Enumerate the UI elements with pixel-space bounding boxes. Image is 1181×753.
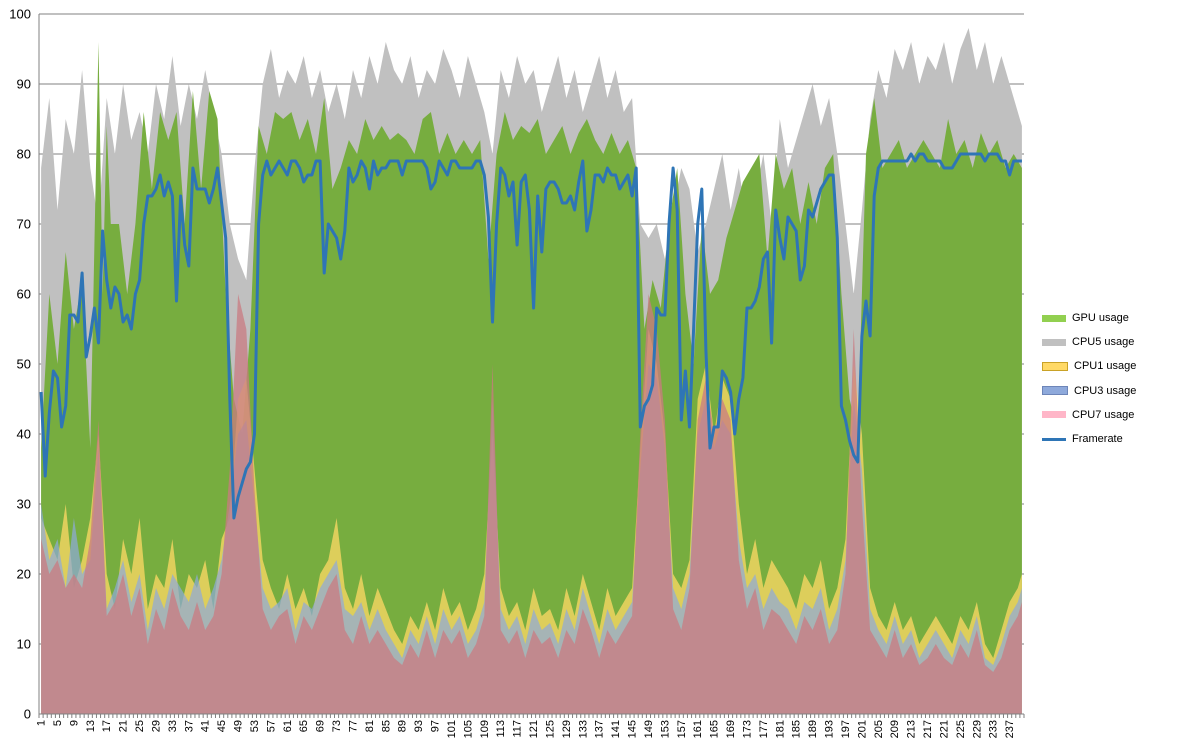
legend-swatch-cpu1 (1042, 361, 1068, 371)
x-tick-label: 17 (101, 720, 113, 732)
x-tick-label: 209 (889, 720, 901, 738)
legend-label-cpu3: CPU3 usage (1074, 384, 1137, 397)
legend-swatch-cpu5 (1042, 338, 1066, 346)
x-tick-label: 133 (577, 720, 589, 738)
x-tick-label: 125 (545, 720, 557, 738)
x-tick-label: 57 (265, 720, 277, 732)
y-tick-label: 50 (17, 357, 31, 372)
x-tick-label: 61 (282, 720, 294, 732)
x-tick-label: 181 (774, 720, 786, 738)
x-tick-label: 9 (68, 720, 80, 726)
y-tick-label: 0 (24, 707, 31, 722)
x-tick-label: 93 (413, 720, 425, 732)
x-tick-label: 1 (36, 720, 48, 726)
legend-swatch-cpu3 (1042, 386, 1068, 396)
y-tick-label: 10 (17, 637, 31, 652)
x-tick-label: 101 (446, 720, 458, 738)
legend-item-cpu7: CPU7 usage (1042, 403, 1177, 427)
x-tick-label: 53 (249, 720, 261, 732)
x-tick-label: 69 (315, 720, 327, 732)
legend-label-cpu7: CPU7 usage (1072, 408, 1135, 421)
x-tick-label: 161 (692, 720, 704, 738)
legend-swatch-gpu (1042, 314, 1066, 322)
legend-item-cpu3: CPU3 usage (1042, 379, 1177, 403)
framerate-line-layer (39, 152, 1022, 520)
x-tick-label: 169 (725, 720, 737, 738)
x-tick-label: 221 (939, 720, 951, 738)
x-tick-label: 189 (807, 720, 819, 738)
x-tick-label: 105 (462, 720, 474, 738)
x-tick-label: 65 (298, 720, 310, 732)
y-tick-label: 30 (17, 497, 31, 512)
x-tick-label: 117 (512, 720, 524, 738)
x-tick-label: 77 (348, 720, 360, 732)
x-tick-label: 129 (561, 720, 573, 738)
framerate-line (39, 152, 1022, 520)
y-tick-label: 80 (17, 147, 31, 162)
y-tick-label: 60 (17, 287, 31, 302)
x-tick-label: 113 (495, 720, 507, 738)
legend-item-gpu: GPU usage (1042, 306, 1177, 330)
x-tick-label: 121 (528, 720, 540, 738)
y-tick-label: 90 (17, 77, 31, 92)
x-tick-label: 177 (758, 720, 770, 738)
x-tick-label: 41 (200, 720, 212, 732)
x-tick-label: 81 (364, 720, 376, 732)
y-tick-label: 40 (17, 427, 31, 442)
x-tick-label: 233 (988, 720, 1000, 738)
x-tick-label: 205 (873, 720, 885, 738)
y-tick-label: 20 (17, 567, 31, 582)
x-tick-label: 49 (233, 720, 245, 732)
x-tick-label: 237 (1004, 720, 1016, 738)
y-axis-tick-labels: 0 10 20 30 40 50 60 70 80 90 100 (9, 7, 31, 722)
x-tick-label: 225 (955, 720, 967, 738)
x-tick-label: 145 (627, 720, 639, 738)
x-axis-tick-labels: 1 5 9 13 17 21 25 29 33 37 41 45 49 53 57 61 65 69 73 77 81 8… (36, 720, 1016, 738)
legend-swatch-cpu7 (1042, 411, 1066, 419)
x-tick-label: 185 (791, 720, 803, 738)
legend-label-framerate: Framerate (1072, 433, 1123, 446)
legend-label-cpu1: CPU1 usage (1074, 360, 1137, 373)
x-tick-label: 25 (134, 720, 146, 732)
x-tick-label: 149 (643, 720, 655, 738)
area-series-layer (41, 28, 1022, 714)
x-tick-label: 173 (742, 720, 754, 738)
x-tick-label: 109 (479, 720, 491, 738)
chart-legend: GPU usage CPU5 usage CPU1 usage CPU3 usa… (1042, 306, 1177, 451)
x-tick-label: 37 (183, 720, 195, 732)
legend-label-cpu5: CPU5 usage (1072, 336, 1135, 349)
x-tick-label: 89 (397, 720, 409, 732)
legend-swatch-framerate (1042, 437, 1066, 441)
x-tick-label: 157 (676, 720, 688, 738)
x-tick-label: 141 (610, 720, 622, 738)
x-tick-label: 197 (840, 720, 852, 738)
x-tick-label: 201 (856, 720, 868, 738)
x-tick-label: 153 (659, 720, 671, 738)
x-tick-label: 213 (906, 720, 918, 738)
x-tick-label: 85 (380, 720, 392, 732)
x-tick-label: 33 (167, 720, 179, 732)
x-tick-label: 5 (52, 720, 64, 726)
legend-item-cpu1: CPU1 usage (1042, 354, 1177, 378)
x-tick-label: 13 (85, 720, 97, 732)
legend-item-framerate: Framerate (1042, 427, 1177, 451)
x-tick-label: 137 (594, 720, 606, 738)
y-tick-label: 100 (9, 7, 31, 22)
x-tick-label: 217 (922, 720, 934, 738)
x-tick-label: 229 (971, 720, 983, 738)
x-tick-label: 193 (824, 720, 836, 738)
y-tick-label: 70 (17, 217, 31, 232)
x-tick-label: 45 (216, 720, 228, 732)
legend-label-gpu: GPU usage (1072, 312, 1129, 325)
legend-item-cpu5: CPU5 usage (1042, 330, 1177, 354)
axes (38, 14, 1025, 718)
x-tick-label: 97 (430, 720, 442, 732)
x-tick-label: 29 (151, 720, 163, 732)
x-tick-label: 73 (331, 720, 343, 732)
x-tick-label: 21 (118, 720, 130, 732)
x-tick-label: 165 (709, 720, 721, 738)
